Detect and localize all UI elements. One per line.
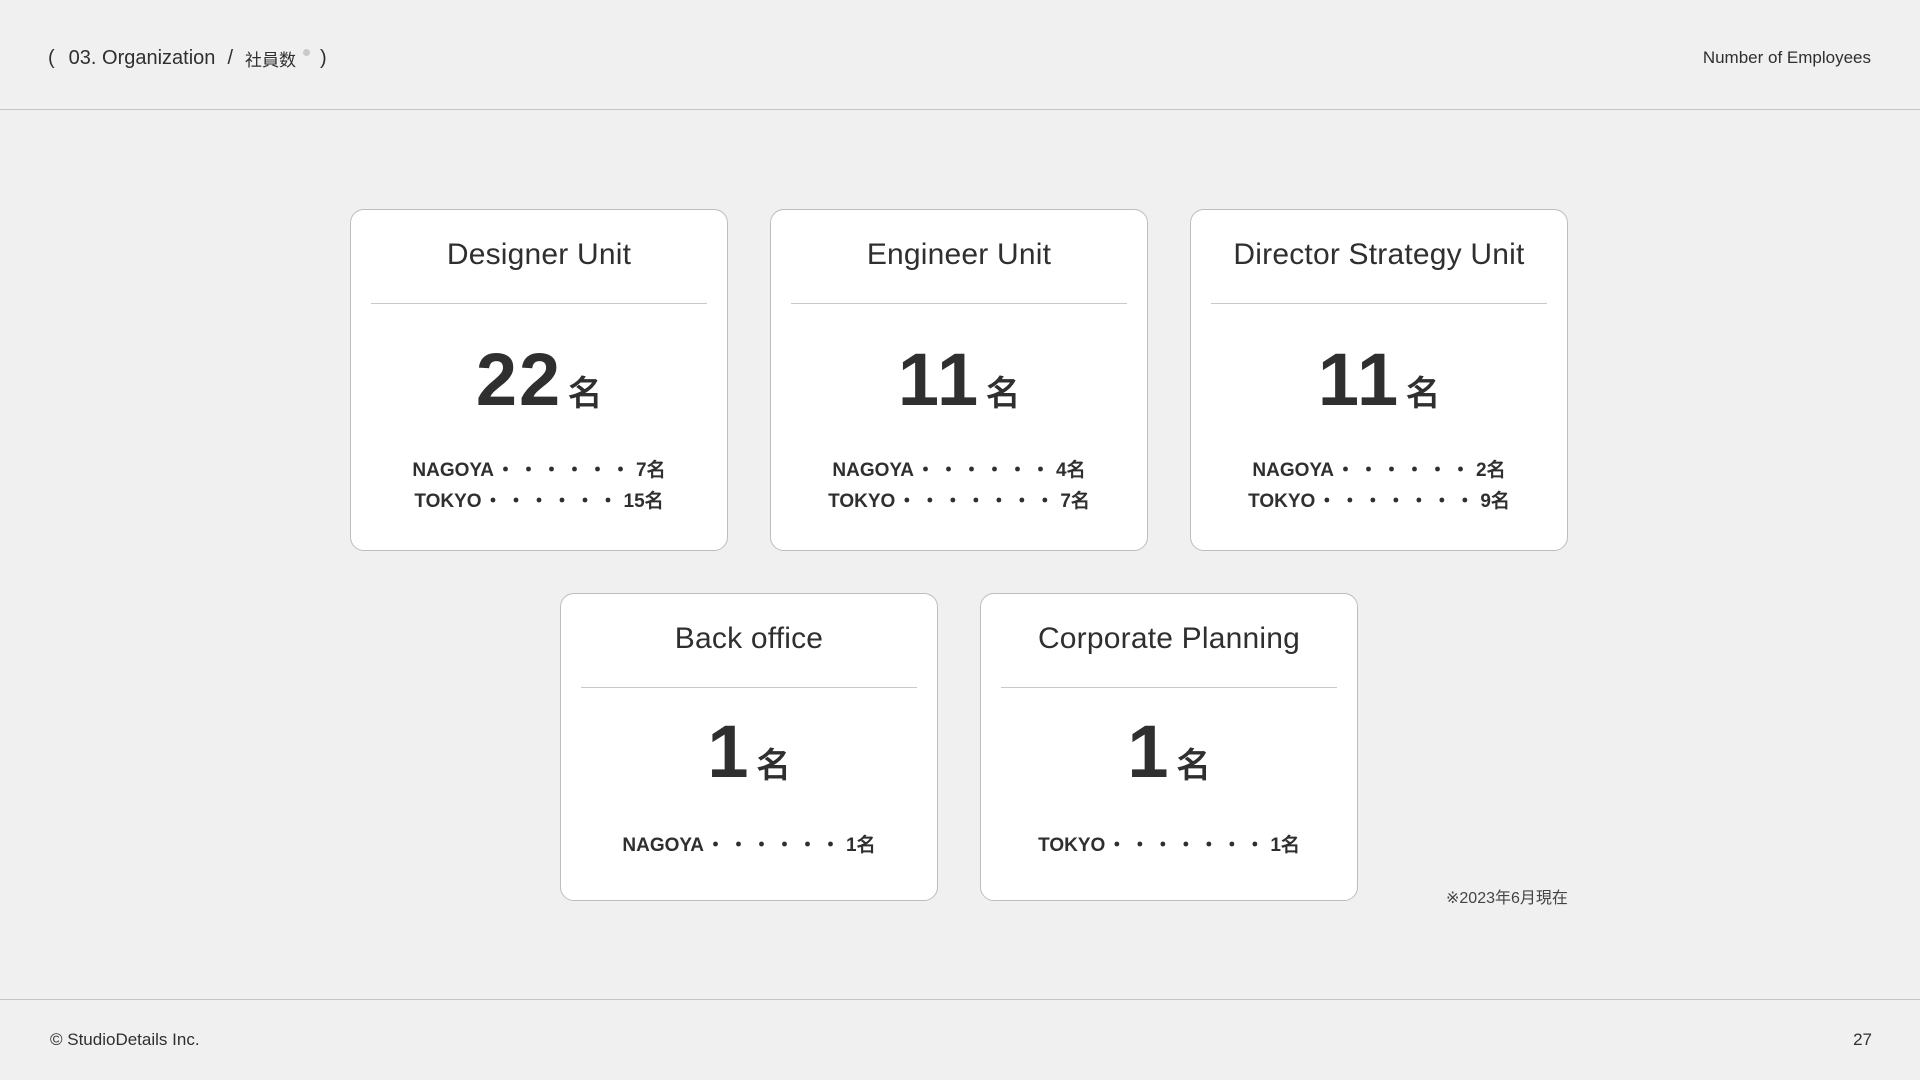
count-number: 1 [1127, 710, 1171, 793]
dot-icon [303, 49, 310, 56]
breadcrumb-subsection: 社員数 [245, 51, 296, 70]
breadcrumb-close-paren: ) [320, 47, 327, 69]
card-title: Engineer Unit [866, 238, 1052, 271]
location-label: TOKYO [1038, 835, 1106, 856]
breakdown-row: TOKYO ・・・・・・・ 9名 [1191, 486, 1567, 517]
page-number: 27 [1853, 1030, 1872, 1049]
count-number: 11 [1317, 338, 1401, 421]
location-label: NAGOYA [412, 460, 495, 481]
copyright: © StudioDetails Inc. [50, 1030, 200, 1049]
leader-dots: ・・・・・・・ [897, 491, 1059, 512]
count-unit: 名 [568, 375, 603, 413]
page-header: ( 03. Organization / 社員数 ) Number of Emp… [0, 0, 1920, 110]
breadcrumb: ( 03. Organization / 社員数 ) [48, 46, 327, 71]
location-count: 4名 [1056, 460, 1086, 481]
location-breakdown: NAGOYA ・・・・・・ 1名 [561, 830, 937, 861]
location-label: NAGOYA [832, 460, 915, 481]
leader-dots: ・・・・・・ [1336, 460, 1475, 481]
leader-dots: ・・・・・・・ [1317, 491, 1479, 512]
page-heading-label: Number of Employees [1702, 48, 1871, 67]
location-count: 15名 [623, 491, 664, 512]
location-breakdown: TOKYO ・・・・・・・ 1名 [981, 830, 1357, 861]
location-count: 7名 [636, 460, 666, 481]
location-count: 1名 [1270, 835, 1300, 856]
location-breakdown: NAGOYA ・・・・・・ 2名 TOKYO ・・・・・・・ 9名 [1191, 455, 1567, 517]
leader-dots: ・・・・・・ [496, 460, 635, 481]
location-label: NAGOYA [622, 835, 705, 856]
breadcrumb-open-paren: ( [48, 47, 55, 69]
leader-dots: ・・・・・・・ [1107, 835, 1269, 856]
card-title: Corporate Planning [1037, 622, 1301, 655]
breakdown-row: NAGOYA ・・・・・・ 2名 [1191, 455, 1567, 486]
count-unit: 名 [986, 375, 1021, 413]
unit-card-director-strategy: Director Strategy Unit 11 名 NAGOYA ・・・・・・ 2… [1190, 209, 1568, 551]
card-divider [371, 303, 707, 304]
card-divider [791, 303, 1127, 304]
breakdown-row: NAGOYA ・・・・・・ 7名 [351, 455, 727, 486]
employee-count: 11 名 [1191, 343, 1567, 417]
count-number: 11 [897, 338, 981, 421]
card-title: Back office [674, 622, 824, 655]
breakdown-row: NAGOYA ・・・・・・ 4名 [771, 455, 1147, 486]
employee-count: 22 名 [351, 343, 727, 417]
location-breakdown: NAGOYA ・・・・・・ 7名 TOKYO ・・・・・・ 15名 [351, 455, 727, 517]
count-unit: 名 [756, 747, 791, 785]
location-count: 9名 [1480, 491, 1510, 512]
unit-card-designer: Designer Unit 22 名 NAGOYA ・・・・・・ 7名 TOKYO ・・… [350, 209, 728, 551]
leader-dots: ・・・・・・ [706, 835, 845, 856]
location-label: TOKYO [1248, 491, 1316, 512]
location-label: TOKYO [414, 491, 482, 512]
breakdown-row: TOKYO ・・・・・・・ 1名 [981, 830, 1357, 861]
location-count: 7名 [1060, 491, 1090, 512]
card-title: Director Strategy Unit [1233, 238, 1525, 271]
employee-count: 11 名 [771, 343, 1147, 417]
card-divider [581, 687, 917, 688]
as-of-note: ※2023年6月現在 [1446, 890, 1568, 907]
location-label: TOKYO [828, 491, 896, 512]
breadcrumb-separator: / [227, 47, 233, 69]
breadcrumb-section: 03. Organization [68, 47, 216, 69]
count-number: 1 [707, 710, 751, 793]
card-divider [1001, 687, 1337, 688]
location-count: 1名 [846, 835, 876, 856]
page-footer: © StudioDetails Inc. 27 [0, 999, 1920, 1080]
count-number: 22 [475, 338, 563, 421]
location-breakdown: NAGOYA ・・・・・・ 4名 TOKYO ・・・・・・・ 7名 [771, 455, 1147, 517]
location-count: 2名 [1476, 460, 1506, 481]
breakdown-row: TOKYO ・・・・・・・ 7名 [771, 486, 1147, 517]
leader-dots: ・・・・・・ [916, 460, 1055, 481]
count-unit: 名 [1406, 375, 1441, 413]
count-unit: 名 [1176, 747, 1211, 785]
location-label: NAGOYA [1252, 460, 1335, 481]
card-title: Designer Unit [446, 238, 632, 271]
breakdown-row: TOKYO ・・・・・・ 15名 [351, 486, 727, 517]
breakdown-row: NAGOYA ・・・・・・ 1名 [561, 830, 937, 861]
card-divider [1211, 303, 1547, 304]
unit-card-engineer: Engineer Unit 11 名 NAGOYA ・・・・・・ 4名 TOKYO ・・… [770, 209, 1148, 551]
leader-dots: ・・・・・・ [483, 491, 622, 512]
